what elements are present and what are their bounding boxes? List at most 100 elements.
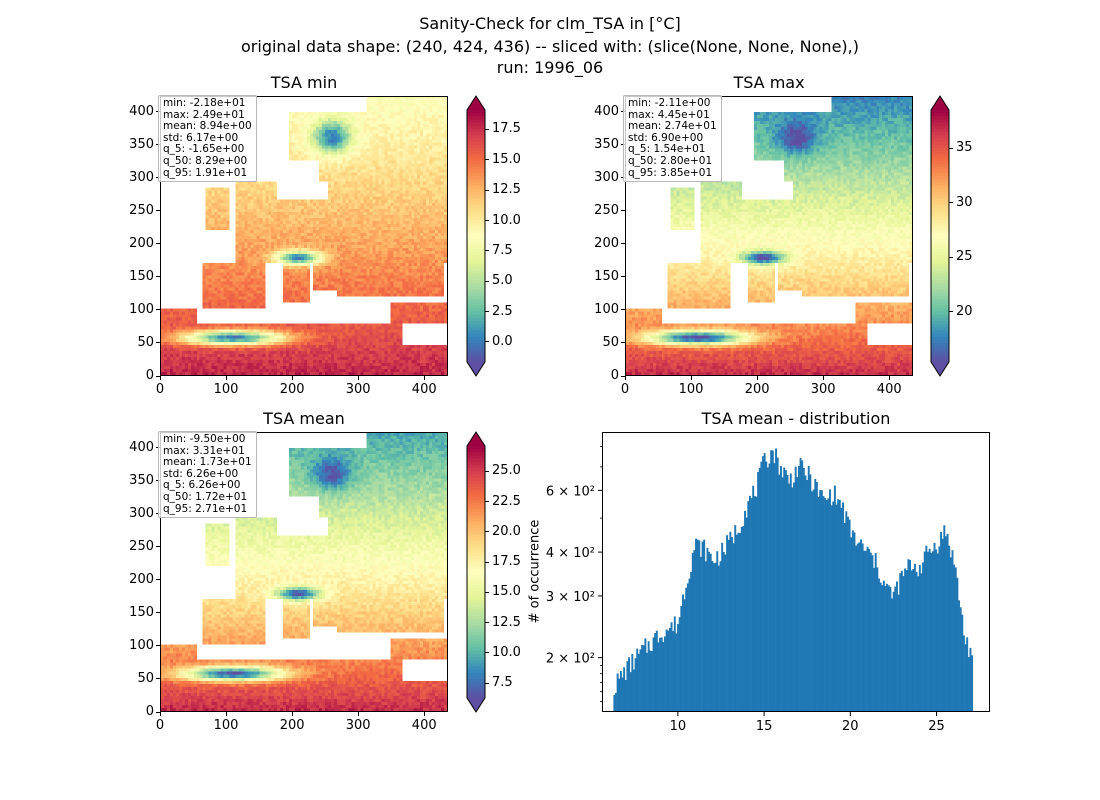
- histogram-bar: [641, 644, 644, 712]
- colorbar-step: [467, 616, 485, 620]
- colorbar-step: [467, 575, 485, 579]
- colorbar-step: [467, 688, 485, 693]
- x-tick-mark: [159, 376, 161, 380]
- y-tick-label: 100: [129, 637, 154, 653]
- histogram-bar: [668, 628, 671, 712]
- histogram-bar: [750, 498, 753, 712]
- histogram-bar: [855, 545, 858, 712]
- histogram-bar: [711, 561, 714, 712]
- histogram-bar: [806, 480, 809, 712]
- histogram-x-tick-label: 25: [928, 719, 945, 734]
- colorbar-step: [931, 270, 949, 275]
- histogram-bar: [690, 571, 693, 712]
- colorbar-step: [931, 346, 949, 350]
- colorbar-step: [931, 308, 949, 313]
- histogram-bar: [832, 501, 835, 712]
- histogram-x-tick-label: 20: [842, 719, 859, 734]
- histogram-bar: [766, 467, 769, 712]
- colorbar-step: [467, 452, 485, 457]
- y-tick-mark: [156, 342, 160, 344]
- colorbar-step: [931, 276, 949, 281]
- colorbar-step: [931, 125, 949, 130]
- stats-line: min: -2.11e+00: [628, 97, 711, 109]
- histogram-bar: [822, 496, 825, 712]
- histogram-bar: [899, 573, 902, 712]
- colorbar-step: [467, 597, 485, 601]
- colorbar-step: [467, 606, 485, 611]
- histogram-bar: [706, 547, 709, 712]
- colorbar-step: [931, 261, 949, 265]
- y-tick-label: 200: [594, 235, 619, 251]
- colorbar-step: [467, 556, 485, 560]
- colorbar-tick-label: 7.5: [492, 675, 513, 690]
- histogram-bar: [631, 653, 634, 712]
- colorbar-step: [931, 239, 949, 243]
- colorbar-step: [467, 314, 485, 319]
- colorbar-step: [467, 182, 485, 187]
- colorbar-step: [467, 458, 485, 463]
- histogram-bar: [724, 554, 727, 712]
- histogram-bar: [889, 587, 892, 712]
- stats-line: q_95: 3.85e+01: [628, 166, 713, 179]
- colorbar-step: [931, 119, 949, 124]
- colorbar-step: [467, 207, 485, 212]
- stats-line: q_5: 6.26e+00: [163, 479, 241, 492]
- colorbar-step: [931, 283, 949, 287]
- colorbar-step: [931, 232, 949, 237]
- histogram-axes-frame: [602, 432, 990, 712]
- histogram-bar: [740, 526, 743, 712]
- histogram-bar: [650, 651, 653, 712]
- histogram-bar: [910, 570, 913, 712]
- histogram-bar: [639, 649, 642, 712]
- histogram-bar: [672, 631, 675, 712]
- histogram-bar: [927, 551, 929, 712]
- y-tick-label: 250: [594, 202, 619, 218]
- histogram-bar: [730, 537, 733, 712]
- colorbar-step: [467, 355, 485, 360]
- colorbar-step: [467, 493, 485, 497]
- stats-line: mean: 8.94e+00: [163, 120, 252, 133]
- y-tick-mark: [156, 579, 160, 581]
- colorbar-step: [467, 324, 485, 328]
- stats-box: min: -2.11e+00 max: 4.45e+01 mean: 2.74e+0…: [623, 95, 722, 183]
- colorbar-extend-max: [467, 432, 485, 446]
- colorbar-extend-max: [931, 96, 949, 110]
- histogram-y-tick-label: 3 × 10²: [546, 590, 595, 605]
- figure-title-line-1: Sanity-Check for clm_TSA in [°C]: [419, 14, 681, 33]
- y-tick-mark: [156, 375, 160, 377]
- y-tick-label: 0: [610, 368, 619, 383]
- colorbar-step: [931, 204, 949, 209]
- colorbar-step: [467, 135, 485, 139]
- colorbar-step: [931, 169, 949, 174]
- colorbar-outline: [466, 95, 486, 377]
- colorbar-step: [467, 144, 485, 149]
- colorbar-step: [467, 600, 485, 605]
- colorbar-step: [467, 141, 485, 146]
- histogram-bar: [904, 568, 907, 712]
- histogram-bar: [807, 465, 810, 712]
- histogram-bar: [863, 550, 866, 712]
- colorbar-step: [467, 204, 485, 209]
- colorbar: [466, 431, 486, 713]
- colorbar-step: [931, 251, 949, 256]
- x-tick-mark: [888, 376, 890, 380]
- histogram-bar: [959, 607, 962, 712]
- histogram-bar: [757, 471, 760, 712]
- histogram-bar: [935, 549, 938, 712]
- colorbar-tick-label: 7.5: [492, 242, 513, 258]
- y-tick-mark: [156, 210, 160, 212]
- histogram-bar: [716, 551, 719, 712]
- colorbar-step: [931, 254, 949, 259]
- colorbar-step: [467, 660, 485, 664]
- histogram-bar: [923, 551, 926, 712]
- y-tick-label: 350: [129, 472, 154, 488]
- colorbar-step: [467, 559, 485, 564]
- colorbar-tick-mark: [485, 341, 489, 343]
- histogram-bar: [735, 534, 738, 712]
- colorbar-tick-label: 17.5: [492, 554, 521, 570]
- colorbar-step: [931, 110, 949, 114]
- y-tick-mark: [156, 678, 160, 680]
- histogram-y-tick-label: 4 × 10²: [546, 546, 595, 561]
- colorbar-tick-label: 15.0: [492, 151, 521, 167]
- histogram-bar: [634, 658, 637, 712]
